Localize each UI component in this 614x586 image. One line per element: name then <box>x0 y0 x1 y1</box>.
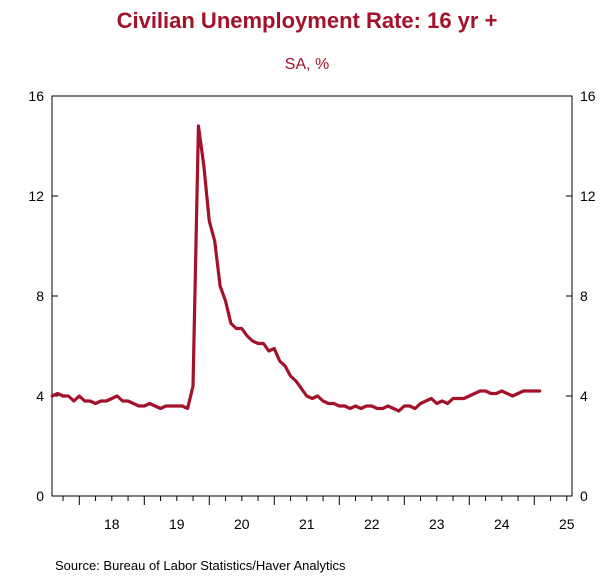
x-tick-label: 23 <box>429 516 445 532</box>
plot-frame <box>51 95 573 497</box>
y-tick-label-left: 0 <box>36 488 44 504</box>
x-tick-label: 19 <box>169 516 185 532</box>
y-tick-label-right: 8 <box>580 288 588 304</box>
chart-title: Civilian Unemployment Rate: 16 yr + <box>116 8 498 33</box>
x-tick-label: 22 <box>364 516 380 532</box>
x-tick-label: 21 <box>299 516 315 532</box>
y-tick-label-right: 16 <box>580 88 596 104</box>
y-tick-label-left: 4 <box>36 388 44 404</box>
y-tick-label-left: 8 <box>36 288 44 304</box>
y-tick-label-right: 4 <box>580 388 588 404</box>
chart-subtitle: SA, % <box>284 56 330 73</box>
y-tick-label-right: 12 <box>580 188 596 204</box>
x-tick-label: 18 <box>104 516 120 532</box>
y-tick-label-left: 12 <box>28 188 44 204</box>
x-tick-label: 24 <box>494 516 510 532</box>
y-tick-label-right: 0 <box>580 488 588 504</box>
series-line-unemployment-rate <box>50 124 542 413</box>
x-tick-label: 20 <box>234 516 250 532</box>
chart-series <box>50 124 542 413</box>
y-tick-label-left: 16 <box>28 88 44 104</box>
chart-axes: 0 0 4 4 8 8 12 12 16 16 18 19 20 21 22 23 24 25 <box>28 88 595 532</box>
x-tick-label: 25 <box>559 516 575 532</box>
chart-source: Source: Bureau of Labor Statistics/Haver… <box>55 558 346 573</box>
